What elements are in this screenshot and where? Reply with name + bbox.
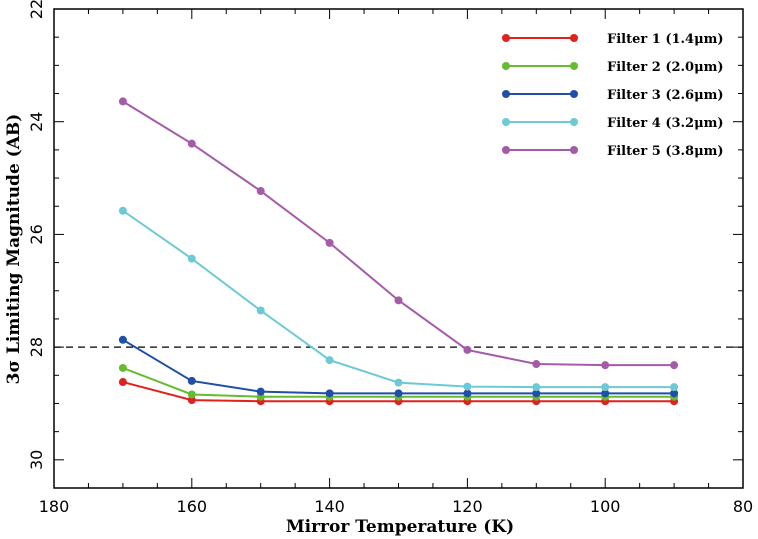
- legend-label: Filter 5 (3.8μm): [607, 144, 724, 159]
- x-tick-label: 100: [590, 497, 621, 516]
- legend-marker: [502, 62, 510, 70]
- legend-item: Filter 1 (1.4μm): [502, 32, 724, 47]
- y-tick-label: 26: [27, 224, 46, 244]
- x-tick-label: 180: [39, 497, 70, 516]
- data-point: [394, 378, 403, 387]
- data-point: [118, 335, 127, 344]
- series-line: [122, 100, 675, 367]
- series-3: [118, 335, 679, 398]
- x-tick-label: 140: [314, 497, 345, 516]
- data-point: [256, 387, 265, 396]
- data-point: [463, 389, 472, 398]
- legend-item: Filter 4 (3.2μm): [502, 116, 724, 131]
- data-point: [187, 139, 196, 148]
- series-5: [118, 97, 679, 370]
- legend-label: Filter 3 (2.6μm): [607, 88, 724, 103]
- x-tick-label: 80: [733, 497, 753, 516]
- legend-marker: [502, 146, 510, 154]
- axis-ticks: 180 160 140 120 100 80 22 24 26 28 30: [27, 0, 753, 516]
- data-point: [325, 356, 334, 365]
- y-tick-label: 30: [27, 450, 46, 470]
- legend-item: Filter 2 (2.0μm): [502, 60, 724, 75]
- legend-marker: [570, 90, 578, 98]
- y-tick-label: 22: [27, 0, 46, 19]
- data-point: [463, 345, 472, 354]
- data-point: [532, 360, 541, 369]
- data-point: [187, 390, 196, 399]
- x-tick-label: 160: [177, 497, 208, 516]
- legend: Filter 1 (1.4μm) Filter 2 (2.0μm) Filter 3…: [502, 32, 724, 159]
- legend-marker: [502, 90, 510, 98]
- data-point: [532, 389, 541, 398]
- data-point: [670, 361, 679, 370]
- data-point: [118, 378, 127, 387]
- data-point: [118, 206, 127, 215]
- data-point: [532, 383, 541, 392]
- legend-item: Filter 3 (2.6μm): [502, 88, 724, 103]
- legend-label: Filter 2 (2.0μm): [607, 60, 724, 75]
- legend-marker: [570, 118, 578, 126]
- legend-label: Filter 1 (1.4μm): [607, 32, 724, 47]
- y-tick-label: 28: [27, 337, 46, 357]
- y-axis-title: 3σ Limiting Magnitude (AB): [4, 114, 24, 385]
- legend-marker: [502, 34, 510, 42]
- data-point: [256, 187, 265, 196]
- legend-item: Filter 5 (3.8μm): [502, 144, 724, 159]
- data-point: [187, 254, 196, 263]
- plot-frame: [53, 8, 744, 489]
- data-point: [187, 396, 196, 405]
- data-point: [325, 238, 334, 247]
- data-point: [118, 97, 127, 106]
- y-tick-label: 24: [27, 112, 46, 132]
- data-point: [601, 389, 610, 398]
- data-point: [463, 382, 472, 391]
- legend-marker: [502, 118, 510, 126]
- data-point: [256, 306, 265, 315]
- data-point: [601, 361, 610, 370]
- legend-marker: [570, 146, 578, 154]
- data-point: [118, 363, 127, 372]
- data-point: [394, 296, 403, 305]
- data-point: [670, 389, 679, 398]
- data-point: [601, 383, 610, 392]
- data-point: [187, 376, 196, 385]
- data-point: [670, 383, 679, 392]
- series-4: [118, 206, 679, 392]
- legend-label: Filter 4 (3.2μm): [607, 116, 724, 131]
- legend-marker: [570, 62, 578, 70]
- data-point: [325, 389, 334, 398]
- x-tick-label: 120: [452, 497, 483, 516]
- x-axis-title: Mirror Temperature (K): [286, 517, 514, 537]
- legend-marker: [570, 34, 578, 42]
- data-point: [394, 389, 403, 398]
